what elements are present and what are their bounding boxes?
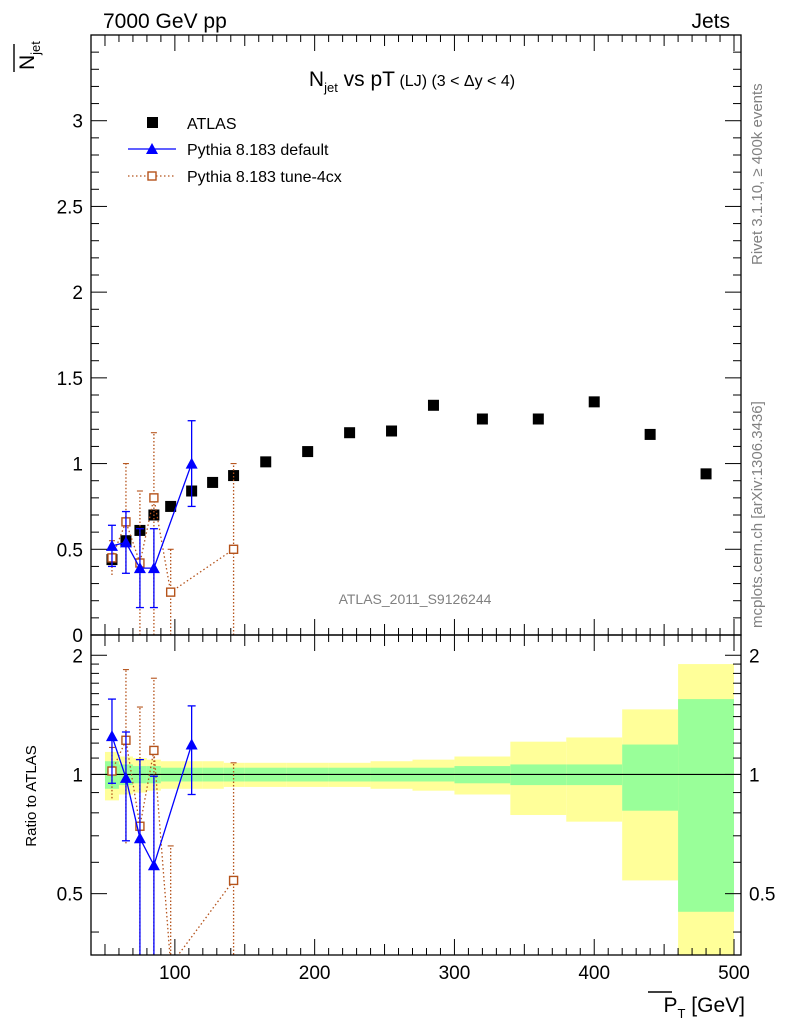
- uncertainty-band-inner: [622, 744, 679, 811]
- rivet-version-label: Rivet 3.1.10, ≥ 400k events: [749, 83, 766, 265]
- atlas-point: [302, 446, 314, 458]
- legend-label-tune: Pythia 8.183 tune-4cx: [187, 169, 342, 186]
- atlas-point: [588, 396, 600, 408]
- ratio-pythia-tune-point: [149, 745, 159, 756]
- chart-title-sub: jet: [323, 80, 338, 95]
- top-ylabel-sub: jet: [28, 41, 43, 56]
- legend-marker-default: [146, 143, 158, 154]
- y-tick-label-top: 0.5: [57, 540, 83, 561]
- pythia-default-point: [147, 562, 160, 574]
- ratio-pythia-default-point: [185, 738, 198, 750]
- x-tick-label: 400: [578, 963, 610, 984]
- chart-title-small: (LJ) (3 < Δy < 4): [395, 73, 515, 90]
- pythia-default-point: [133, 562, 146, 574]
- x-tick-label: 100: [159, 963, 191, 984]
- x-tick-label: 300: [439, 963, 471, 984]
- atlas-point: [700, 468, 712, 480]
- top-ylabel: Njet: [13, 41, 43, 72]
- legend-label-default: Pythia 8.183 default: [187, 142, 329, 159]
- ratio-pythia-default-point: [147, 859, 160, 871]
- chart-title: Njet vs pT (LJ) (3 < Δy < 4): [309, 68, 515, 95]
- chart-title-main: N: [309, 68, 324, 91]
- y-tick-label-ratio-left: 1: [72, 765, 83, 786]
- x-axis-title: PT [GeV]: [648, 991, 746, 1021]
- ratio-panel-frame: [90, 634, 742, 956]
- analysis-watermark: ATLAS_2011_S9126244: [339, 591, 492, 607]
- ratio-pythia-tune-point: [228, 875, 239, 886]
- pythia-tune-series-line: [111, 497, 234, 594]
- legend-label-atlas: ATLAS: [187, 116, 237, 133]
- y-tick-label-top: 1: [72, 455, 83, 476]
- atlas-point: [386, 425, 398, 437]
- y-tick-label-ratio-right: 2: [749, 646, 760, 667]
- atlas-point: [165, 500, 177, 512]
- atlas-point: [260, 456, 272, 468]
- legend: ATLAS Pythia 8.183 default Pythia 8.183 …: [128, 116, 342, 186]
- ratio-pythia-default-series-line: [111, 735, 193, 867]
- x-axis-title-main: P: [664, 994, 678, 1017]
- y-tick-label-ratio-left: 0.5: [57, 885, 83, 906]
- ratio-ylabel: Ratio to ATLAS: [23, 745, 40, 846]
- ratio-pythia-default-point: [105, 730, 118, 742]
- uncertainty-band-inner: [678, 699, 735, 912]
- x-tick-label: 500: [718, 963, 750, 984]
- y-tick-label-top: 0: [72, 626, 83, 647]
- y-tick-label-top: 3: [72, 112, 83, 133]
- y-tick-label-ratio-left: 2: [72, 646, 83, 667]
- top-ylabel-main: N: [16, 55, 39, 70]
- pythia-default-point: [185, 457, 198, 469]
- ratio-pythia-default-point: [133, 832, 146, 844]
- atlas-point: [228, 470, 240, 482]
- y-tick-label-top: 1.5: [57, 369, 83, 390]
- x-axis-title-sub: T: [678, 1006, 686, 1021]
- atlas-point: [207, 476, 219, 488]
- ratio-pythia-default-point: [119, 771, 132, 783]
- y-tick-label-top: 2.5: [57, 197, 83, 218]
- chart-title-rest: vs pT: [338, 68, 395, 91]
- header-energy-label: 7000 GeV pp: [103, 10, 227, 33]
- atlas-point: [644, 428, 656, 440]
- pythia-tune-point: [228, 544, 239, 554]
- legend-marker-atlas: [147, 117, 158, 128]
- pythia-default-point: [119, 536, 132, 548]
- header-jets-label: Jets: [691, 10, 730, 33]
- legend-marker-tune: [147, 171, 157, 181]
- x-axis-title-unit: [GeV]: [685, 994, 745, 1017]
- pythia-tune-point: [165, 587, 176, 597]
- mcplots-label: mcplots.cern.ch [arXiv:1306.3436]: [749, 401, 766, 628]
- atlas-point: [532, 413, 544, 425]
- x-tick-label: 200: [299, 963, 331, 984]
- svg-text:Njet: Njet: [16, 41, 43, 70]
- atlas-point: [344, 427, 356, 439]
- y-tick-label-top: 2: [72, 283, 83, 304]
- y-tick-label-ratio-right: 1: [749, 765, 760, 786]
- y-tick-label-ratio-right: 0.5: [749, 885, 775, 906]
- svg-text:PT [GeV]: PT [GeV]: [664, 994, 746, 1021]
- pythia-default-point: [105, 539, 118, 551]
- atlas-point: [476, 413, 488, 425]
- ratio-pythia-tune-series-line: [111, 738, 235, 955]
- pythia-tune-point: [149, 493, 159, 503]
- atlas-point: [427, 399, 439, 411]
